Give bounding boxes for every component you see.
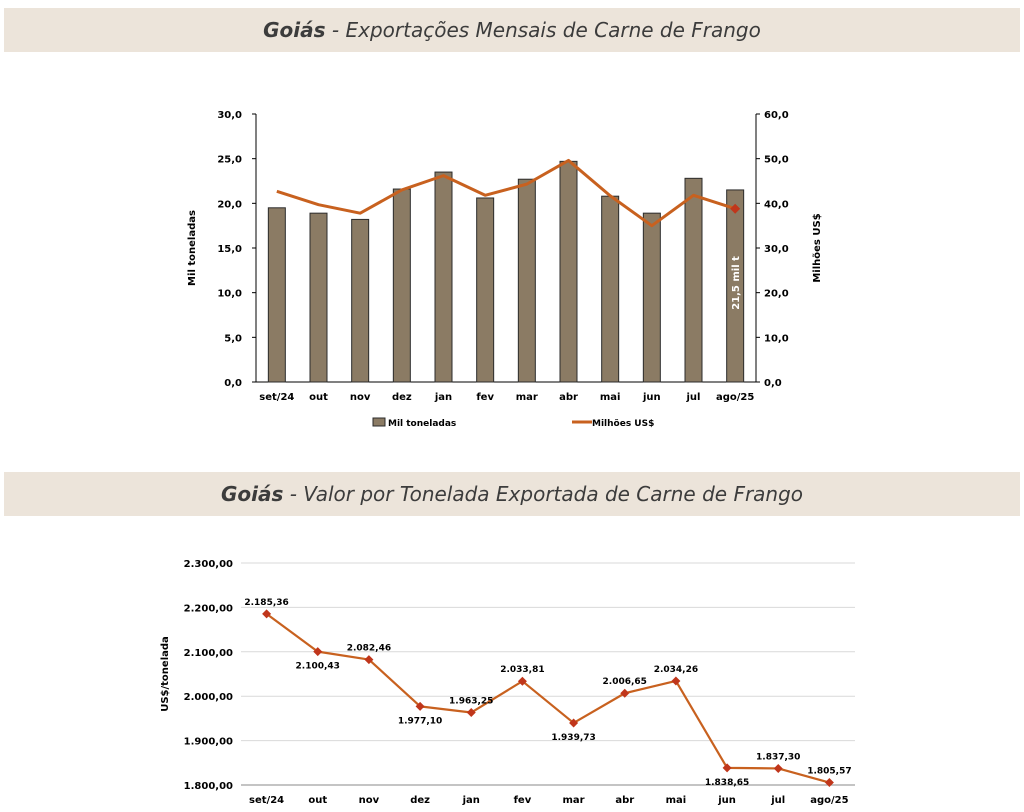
x-axis-tick-label: out bbox=[308, 795, 327, 806]
x-axis-tick-label: set/24 bbox=[259, 392, 294, 403]
legend-bar-swatch bbox=[372, 417, 386, 427]
x-axis-tick-label: jun bbox=[717, 795, 736, 806]
chart2-title-region: Goiás bbox=[220, 482, 284, 506]
data-point-label: 1.939,73 bbox=[551, 733, 595, 743]
data-point-label: 2.082,46 bbox=[347, 644, 391, 654]
left-axis-tick-label: 15,0 bbox=[217, 244, 242, 255]
y-axis-tick-label: 2.300,00 bbox=[184, 559, 233, 570]
data-point-marker bbox=[364, 655, 374, 665]
x-axis-tick-label: dez bbox=[392, 392, 412, 403]
data-point-marker bbox=[517, 676, 527, 686]
data-point-label: 1.805,57 bbox=[807, 767, 851, 777]
bar-mil-toneladas bbox=[392, 188, 411, 383]
x-axis-tick-label: abr bbox=[559, 392, 578, 403]
left-axis-tick-label: 25,0 bbox=[217, 155, 242, 166]
right-axis-tick-label: 20,0 bbox=[764, 289, 789, 300]
bar-mil-toneladas bbox=[642, 212, 661, 383]
x-axis-tick-label: mar bbox=[563, 795, 585, 806]
y-axis-tick-label: 2.000,00 bbox=[184, 692, 233, 703]
data-point-marker bbox=[722, 763, 732, 773]
bar-mil-toneladas bbox=[559, 160, 578, 383]
x-axis-tick-label: set/24 bbox=[249, 795, 284, 806]
bar-mil-toneladas bbox=[476, 197, 495, 383]
line-milhoes-usd bbox=[276, 158, 736, 228]
chart1-title-text: - Exportações Mensais de Carne de Frango bbox=[331, 18, 761, 42]
data-point-label: 2.100,43 bbox=[296, 662, 340, 672]
right-axis-tick-label: 50,0 bbox=[764, 155, 789, 166]
x-axis-tick-label: dez bbox=[410, 795, 430, 806]
data-point-marker bbox=[773, 763, 783, 773]
data-point-label: 1.977,10 bbox=[398, 716, 442, 726]
left-axis-tick-label: 30,0 bbox=[217, 110, 242, 121]
left-axis-title: Mil toneladas bbox=[187, 210, 198, 286]
legend-bar-label: Mil toneladas bbox=[388, 419, 456, 429]
data-point-label: 2.033,81 bbox=[500, 665, 544, 675]
right-axis-tick-label: 0,0 bbox=[764, 378, 782, 389]
data-point-marker bbox=[620, 688, 630, 698]
x-axis-tick-label: abr bbox=[615, 795, 634, 806]
data-point-marker bbox=[466, 708, 476, 718]
y-axis-tick-label: 1.800,00 bbox=[184, 781, 233, 792]
data-point-label: 2.006,65 bbox=[603, 677, 647, 687]
x-axis-tick-label: mar bbox=[516, 392, 538, 403]
left-axis-tick-label: 10,0 bbox=[217, 289, 242, 300]
x-axis-tick-label: jan bbox=[462, 795, 480, 806]
monthly-exports-chart: 0,0 5,0 10,0 15,0 20,0 25,0 30,0 0,0 10,0 20,0 30,… bbox=[187, 110, 823, 429]
left-axis-tick-label: 0,0 bbox=[224, 378, 242, 389]
line-last-point-marker bbox=[730, 203, 741, 214]
data-point-label: 1.837,30 bbox=[756, 752, 800, 762]
chart1-title-banner: Goiás - Exportações Mensais de Carne de … bbox=[4, 8, 1020, 52]
data-point-label: 1.838,65 bbox=[705, 778, 749, 788]
x-axis-tick-label: nov bbox=[359, 795, 380, 806]
y-axis-tick-label: 2.100,00 bbox=[184, 648, 233, 659]
chart2-title-text: - Valor por Tonelada Exportada de Carne … bbox=[289, 482, 804, 506]
x-axis-tick-label: jul bbox=[686, 392, 701, 403]
y-axis-tick-label: 2.200,00 bbox=[184, 603, 233, 614]
line-us-per-ton bbox=[265, 613, 830, 784]
x-axis-tick-label: mai bbox=[666, 795, 687, 806]
bar-mil-toneladas bbox=[601, 195, 620, 383]
bar-mil-toneladas bbox=[434, 171, 453, 383]
x-axis-tick-label: jan bbox=[434, 392, 452, 403]
x-axis-tick-label: fev bbox=[514, 795, 532, 806]
data-point-marker bbox=[415, 701, 425, 711]
x-axis-tick-label: fev bbox=[476, 392, 494, 403]
bar-mil-toneladas bbox=[267, 207, 286, 383]
data-point-label: 2.185,36 bbox=[244, 598, 288, 608]
chart1-title-region: Goiás bbox=[263, 18, 326, 42]
data-point-label: 2.034,26 bbox=[654, 665, 698, 675]
right-axis-title: Milhões US$ bbox=[812, 213, 823, 282]
x-axis-tick-label: ago/25 bbox=[716, 392, 754, 403]
left-axis-tick-label: 5,0 bbox=[224, 333, 242, 344]
data-point-marker bbox=[569, 718, 579, 728]
x-axis-tick-label: jun bbox=[642, 392, 661, 403]
data-point-marker bbox=[313, 647, 323, 657]
x-axis-tick-label: out bbox=[309, 392, 328, 403]
data-point-label: 1.963,25 bbox=[449, 697, 493, 707]
last-bar-annotation: 21,5 mil t bbox=[731, 256, 742, 310]
bar-mil-toneladas bbox=[309, 212, 328, 383]
bar-mil-toneladas bbox=[351, 218, 370, 383]
data-point-marker bbox=[671, 676, 681, 686]
bar-mil-toneladas bbox=[684, 177, 703, 383]
right-axis-tick-label: 30,0 bbox=[764, 244, 789, 255]
bar-mil-toneladas bbox=[726, 189, 745, 383]
x-axis-tick-label: mai bbox=[600, 392, 621, 403]
y-axis-title: US$/tonelada bbox=[160, 636, 171, 712]
right-axis-tick-label: 60,0 bbox=[764, 110, 789, 121]
x-axis-tick-label: nov bbox=[350, 392, 371, 403]
data-point-marker bbox=[262, 609, 272, 619]
x-axis-tick-label: ago/25 bbox=[810, 795, 848, 806]
legend-line-label: Milhões US$ bbox=[592, 419, 654, 429]
data-point-marker bbox=[824, 778, 834, 788]
chart2-title-banner: Goiás - Valor por Tonelada Exportada de … bbox=[4, 472, 1020, 516]
right-axis-tick-label: 40,0 bbox=[764, 199, 789, 210]
x-axis-tick-label: jul bbox=[770, 795, 785, 806]
bar-mil-toneladas bbox=[517, 178, 536, 383]
right-axis-tick-label: 10,0 bbox=[764, 333, 789, 344]
left-axis-tick-label: 20,0 bbox=[217, 199, 242, 210]
y-axis-tick-label: 1.900,00 bbox=[184, 737, 233, 748]
